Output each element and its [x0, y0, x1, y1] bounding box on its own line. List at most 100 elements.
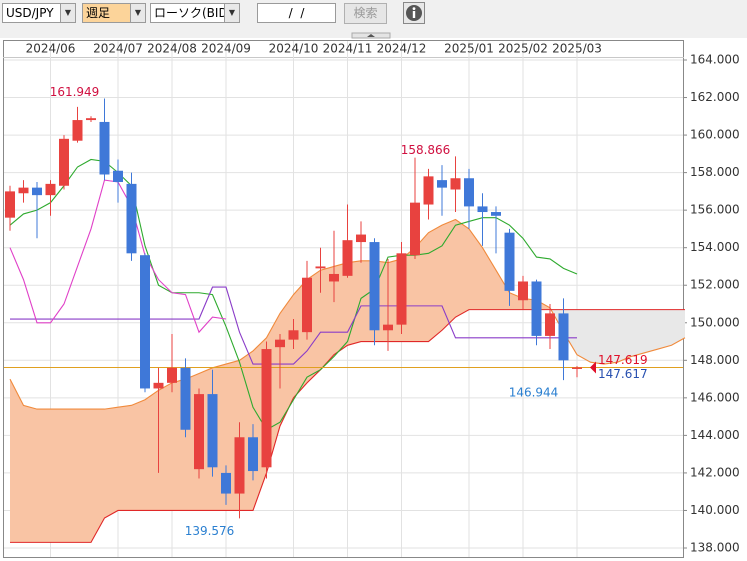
cloud-fill: [37, 409, 51, 543]
candle-body: [126, 183, 137, 254]
dropdown-arrow: ▼: [60, 4, 75, 22]
candle-body: [45, 183, 56, 196]
candle-body: [369, 242, 380, 331]
candle-body: [99, 121, 110, 175]
candle-body: [180, 367, 191, 430]
date: / /: [288, 6, 305, 20]
candle-body: [288, 330, 299, 340]
cloud-fill: [577, 309, 591, 363]
cloud-fill: [104, 407, 118, 518]
y-tick-label: 146.000: [690, 390, 740, 404]
cloud: [10, 219, 685, 543]
x-tick-label: 2024/06: [26, 42, 76, 56]
x-tick-label: 2025/02: [498, 42, 548, 56]
y-tick-label: 144.000: [690, 428, 740, 442]
cloud-fill: [455, 219, 469, 318]
cloud-fill: [644, 309, 658, 353]
candle-body: [315, 266, 326, 269]
collapse-arrow[interactable]: [367, 34, 375, 37]
candle-body: [140, 255, 150, 389]
candles: [5, 98, 582, 519]
cloud-fill: [320, 266, 334, 370]
symbol-select[interactable]: USD/JPY ▼: [2, 3, 76, 23]
search-label: 検索: [353, 6, 378, 20]
y-tick-label: 140.000: [690, 503, 740, 517]
x-tick-label: 2025/01: [444, 42, 494, 56]
chart-style: ローソク(BID): [154, 6, 233, 20]
x-tick-label: 2024/12: [377, 42, 427, 56]
indicator-line: [10, 286, 577, 365]
candle-body: [504, 232, 515, 291]
candle-body: [18, 187, 29, 194]
x-tick-label: 2025/03: [552, 42, 602, 56]
x-tick-label: 2024/10: [269, 42, 319, 56]
candle-body: [261, 349, 272, 468]
y-tick-label: 138.000: [690, 541, 740, 555]
cloud-fill: [77, 409, 91, 543]
cloud-fill: [469, 228, 483, 310]
candle-body: [221, 472, 231, 494]
search-button[interactable]: 検索: [344, 3, 387, 24]
x-tick-label: 2024/09: [201, 42, 251, 56]
candle-body: [437, 180, 447, 188]
candle-body: [113, 170, 123, 182]
candle-body: [275, 339, 285, 348]
candle-body: [423, 176, 434, 205]
candle-body: [207, 394, 218, 468]
price-marker: [590, 361, 596, 374]
y-tick-label: 148.000: [690, 353, 740, 367]
y-tick-label: 158.000: [690, 165, 740, 179]
indicator-line: [10, 309, 685, 543]
candle-body: [248, 437, 258, 472]
cloud-fill: [428, 225, 442, 342]
cloud-fill: [347, 260, 361, 346]
cloud-fill: [145, 390, 159, 511]
candle-body: [572, 367, 582, 369]
y-tick-label: 162.000: [690, 90, 740, 104]
candle-body: [558, 313, 569, 361]
candle-body: [531, 281, 542, 336]
candle-body: [518, 281, 528, 301]
labels: 138.000 140.000 142.000 144.000 146.000 148.0…: [26, 42, 740, 555]
cloud-fill: [131, 399, 145, 511]
cloud-fill: [158, 382, 172, 511]
style-select[interactable]: ローソク(BID) ▼: [150, 3, 240, 23]
candle-body: [32, 187, 42, 196]
cloud-fill: [50, 409, 64, 543]
candle-body: [72, 120, 83, 141]
high-label: 161.949: [50, 85, 100, 99]
y-tick-label: 154.000: [690, 240, 740, 254]
low-label: 146.944: [509, 386, 559, 400]
candle-body: [491, 212, 501, 216]
cloud-fill: [10, 379, 24, 543]
candle-body: [383, 324, 393, 331]
candle-body: [477, 206, 488, 213]
cloud-fill: [482, 247, 496, 310]
candle-body: [396, 253, 407, 325]
candle-body: [59, 138, 69, 186]
x-tick-label: 2024/11: [323, 42, 373, 56]
candle-body: [356, 234, 366, 243]
candle-body: [302, 277, 312, 333]
cloud-fill: [415, 232, 429, 342]
x-tick-label: 2024/08: [147, 42, 197, 56]
y-tick-label: 160.000: [690, 128, 740, 142]
cloud-fill: [91, 409, 105, 543]
cloud-fill: [496, 270, 510, 310]
info-icon: [406, 5, 422, 21]
cloud-fill: [118, 405, 132, 511]
x-tick-label: 2024/07: [93, 42, 143, 56]
cloud-fill: [23, 405, 37, 543]
candle-body: [86, 118, 96, 121]
candle-body: [167, 367, 177, 383]
y-tick-label: 150.000: [690, 315, 740, 329]
candle-body: [194, 394, 204, 470]
period-select[interactable]: 週足 ▼: [82, 3, 146, 23]
candle-body: [342, 240, 353, 276]
date-input[interactable]: / /: [257, 3, 336, 23]
cloud-fill: [631, 309, 645, 357]
price-label: 147.617: [598, 367, 648, 381]
info-button[interactable]: [403, 2, 425, 24]
candle-body: [545, 313, 555, 336]
